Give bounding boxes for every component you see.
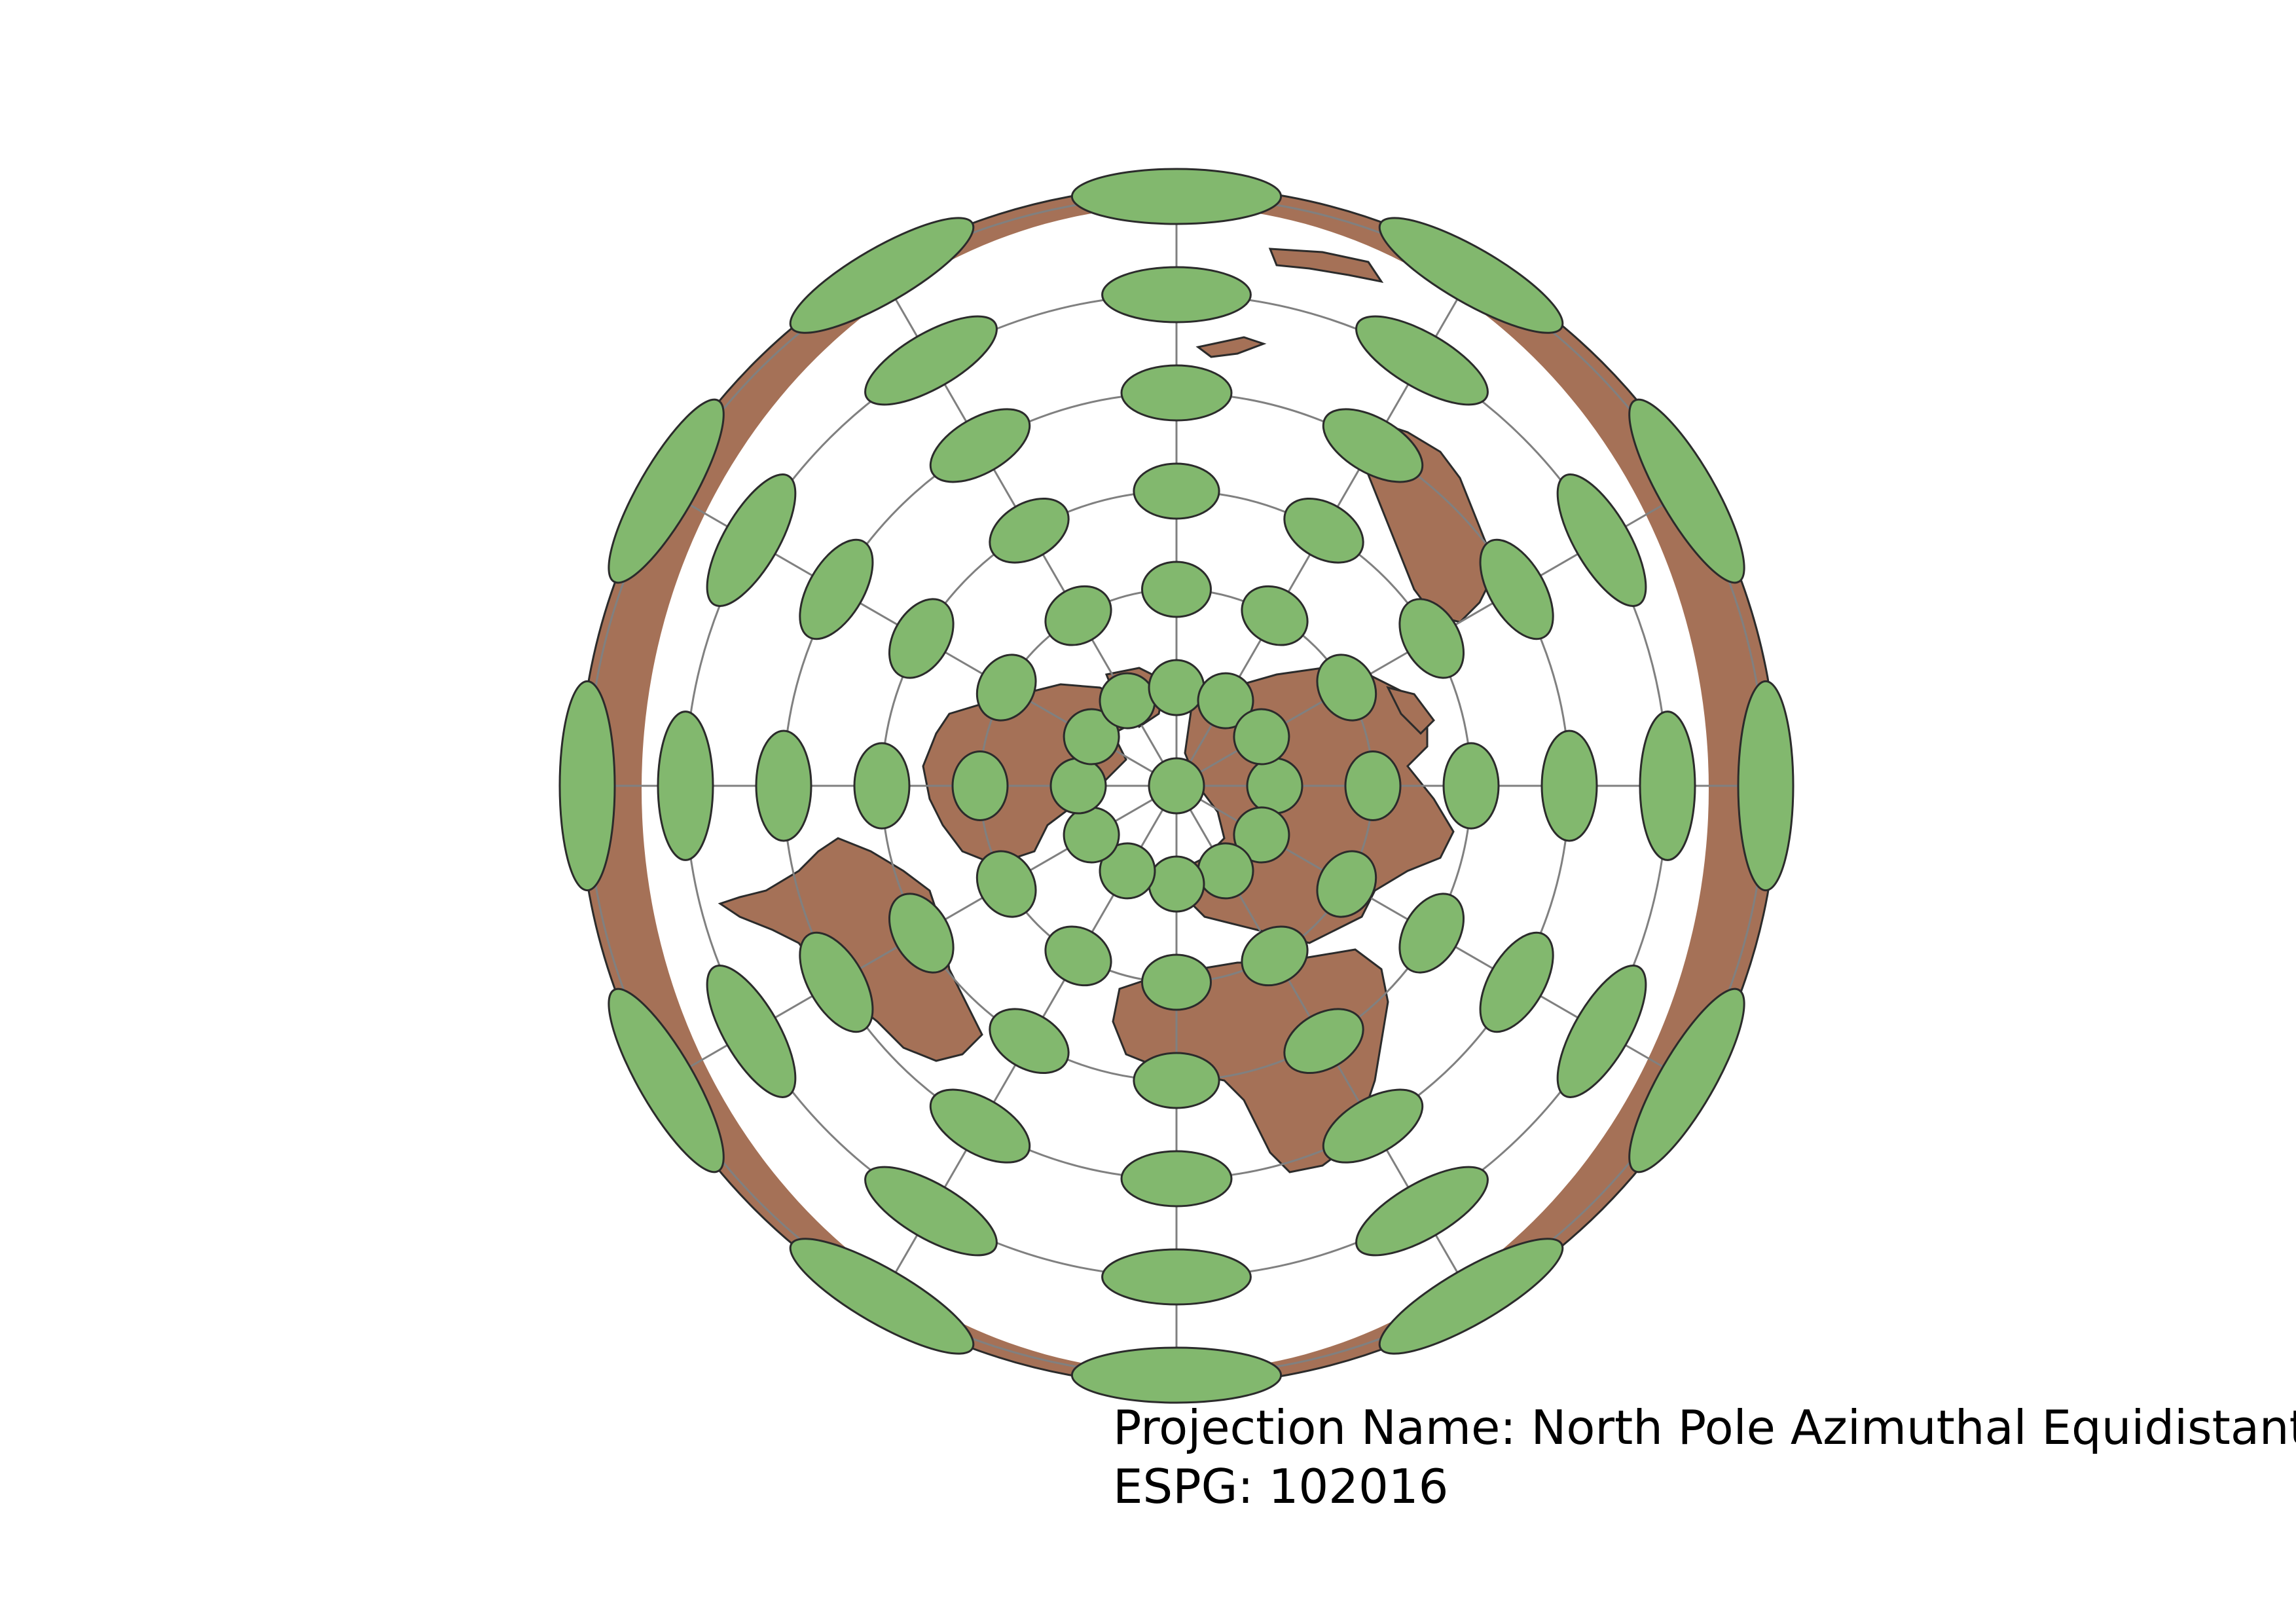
tissot-ellipse — [608, 987, 725, 1173]
southeast-asia-land — [1386, 686, 1435, 735]
tissot-ellipse — [1628, 987, 1745, 1173]
projection-name-label: Projection Name: — [1113, 1400, 1516, 1455]
projection-code: 102016 — [1268, 1459, 1449, 1514]
tissot-ellipse — [1233, 708, 1290, 766]
tissot-ellipse — [951, 750, 1009, 821]
tissot-ellipse — [989, 497, 1070, 564]
tissot-ellipse — [1479, 538, 1554, 640]
tissot-ellipse — [1044, 585, 1112, 646]
tissot-ellipse — [1378, 1238, 1564, 1355]
tissot-ellipse — [975, 654, 1037, 722]
tissot-ellipse — [853, 742, 911, 830]
tissot-ellipse — [864, 315, 998, 406]
tissot-ellipse — [799, 538, 874, 640]
tissot-ellipse — [1148, 855, 1205, 913]
tissot-ellipse — [1556, 473, 1647, 607]
tissot-ellipse — [1070, 1346, 1283, 1404]
tissot-ellipse — [1322, 1088, 1424, 1164]
antarctic-fragment — [1268, 248, 1384, 284]
tissot-ellipse — [608, 398, 725, 584]
tissot-ellipse — [1283, 497, 1364, 564]
tissot-ellipse — [789, 217, 975, 334]
tissot-ellipse — [1049, 757, 1107, 815]
tissot-ellipse — [929, 408, 1031, 483]
tissot-ellipse — [1283, 1008, 1364, 1075]
tissot-ellipse — [706, 965, 797, 1098]
tissot-ellipse — [1246, 757, 1303, 815]
tissot-ellipse — [989, 1008, 1070, 1075]
tissot-ellipse — [1141, 561, 1212, 618]
tissot-ellipse — [864, 1166, 998, 1257]
tissot-ellipse — [888, 893, 955, 974]
tissot-ellipse — [1398, 598, 1465, 679]
tissot-ellipse — [1241, 585, 1309, 646]
tissot-ellipse — [1322, 408, 1424, 483]
tissot-ellipse — [657, 710, 714, 861]
tissot-ellipse — [1044, 925, 1112, 987]
antarctic-fragment — [1195, 336, 1267, 358]
tissot-ellipse — [1070, 168, 1283, 225]
tissot-ellipse — [1101, 1248, 1252, 1306]
tissot-ellipse — [1355, 1166, 1489, 1257]
tissot-ellipse — [1133, 462, 1220, 520]
projection-caption: Projection Name: North Pole Azimuthal Eq… — [1113, 1398, 2296, 1516]
tissot-ellipse — [1133, 1052, 1220, 1109]
tissot-ellipse — [1316, 654, 1377, 722]
tissot-ellipse — [558, 680, 616, 892]
tissot-ellipse — [1355, 315, 1489, 406]
tissot-ellipse — [1316, 850, 1377, 918]
tissot-ellipse — [1398, 893, 1465, 974]
tissot-ellipse — [1556, 965, 1647, 1098]
tissot-ellipse — [1101, 266, 1252, 323]
tissot-ellipse — [1344, 750, 1402, 821]
tissot-ellipse — [1737, 680, 1795, 892]
tissot-ellipse — [755, 729, 812, 842]
tissot-ellipse — [929, 1088, 1031, 1164]
tissot-ellipse-pole — [1148, 757, 1205, 815]
tissot-ellipse — [1378, 217, 1564, 334]
tissot-ellipse — [706, 473, 797, 607]
projection-name: North Pole Azimuthal Equidistant — [1531, 1400, 2296, 1455]
tissot-ellipses — [558, 168, 1795, 1404]
tissot-ellipse — [799, 931, 874, 1033]
tissot-ellipse — [1442, 742, 1500, 830]
tissot-ellipse — [1479, 931, 1554, 1033]
projection-code-line: ESPG: 102016 — [1113, 1457, 2296, 1516]
tissot-ellipse — [1141, 953, 1212, 1011]
tissot-ellipse — [1639, 710, 1696, 861]
tissot-ellipse — [1540, 729, 1598, 842]
tissot-ellipse — [789, 1238, 975, 1355]
tissot-ellipse — [1241, 925, 1309, 987]
projection-code-label: ESPG: — [1113, 1459, 1254, 1514]
tissot-ellipse — [1148, 659, 1205, 716]
tissot-ellipse — [888, 598, 955, 679]
tissot-ellipse — [1628, 398, 1745, 584]
tissot-ellipse — [1120, 364, 1233, 422]
projection-name-line: Projection Name: North Pole Azimuthal Eq… — [1113, 1398, 2296, 1457]
tissot-ellipse — [975, 850, 1037, 918]
tissot-ellipse — [1120, 1150, 1233, 1208]
